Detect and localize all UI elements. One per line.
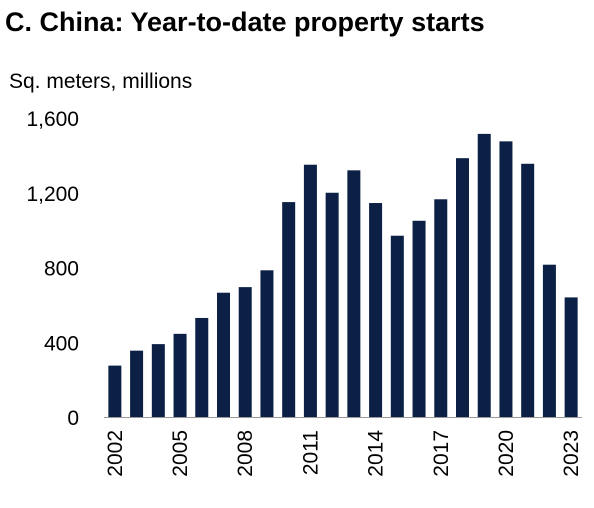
bar-2020 bbox=[499, 141, 513, 418]
bar-2014 bbox=[369, 203, 383, 417]
x-tick-label: 2005 bbox=[169, 430, 192, 477]
bar-2012 bbox=[325, 192, 339, 417]
bar-2002 bbox=[108, 365, 122, 417]
bar-2010 bbox=[282, 202, 296, 417]
x-tick-label: 2014 bbox=[365, 430, 388, 477]
bar-2004 bbox=[151, 344, 165, 417]
bar-2011 bbox=[303, 164, 317, 417]
y-tick-label: 1,600 bbox=[26, 108, 79, 131]
x-tick-label: 2002 bbox=[104, 430, 127, 477]
x-tick-label: 2008 bbox=[234, 430, 257, 477]
bar-2005 bbox=[173, 333, 187, 417]
y-tick-label: 1,200 bbox=[26, 183, 79, 206]
x-tick-label: 2011 bbox=[299, 430, 322, 475]
bar-2022 bbox=[542, 264, 556, 417]
x-tick-label: 2020 bbox=[495, 430, 518, 477]
x-tick-label: 2023 bbox=[560, 430, 583, 477]
bar-2018 bbox=[456, 158, 469, 417]
chart-title: C. China: Year-to-date property starts bbox=[5, 7, 485, 37]
bar-2021 bbox=[521, 163, 535, 417]
y-tick-label: 0 bbox=[67, 407, 79, 430]
x-tick-label: 2017 bbox=[430, 430, 453, 477]
bar-2008 bbox=[238, 287, 252, 417]
x-axis-ticks: 2002 2005 2008 2011 2014 2017 2020 2023 bbox=[104, 430, 583, 477]
bar-2013 bbox=[347, 170, 361, 417]
bar-2017 bbox=[434, 199, 448, 417]
y-tick-label: 400 bbox=[44, 332, 79, 355]
bar-2019 bbox=[477, 133, 491, 417]
bar-2009 bbox=[260, 270, 274, 417]
bar-2007 bbox=[217, 292, 230, 417]
bars bbox=[108, 133, 578, 418]
bar-2006 bbox=[195, 317, 209, 417]
y-tick-label: 800 bbox=[44, 258, 79, 281]
y-axis-label: Sq. meters, millions bbox=[9, 70, 192, 93]
bar-2023 bbox=[564, 297, 578, 417]
bar-2016 bbox=[412, 220, 426, 417]
bar-2003 bbox=[130, 350, 144, 417]
bar-2015 bbox=[390, 235, 404, 417]
y-axis-ticks: 0 400 800 1,200 1,600 bbox=[26, 108, 79, 430]
